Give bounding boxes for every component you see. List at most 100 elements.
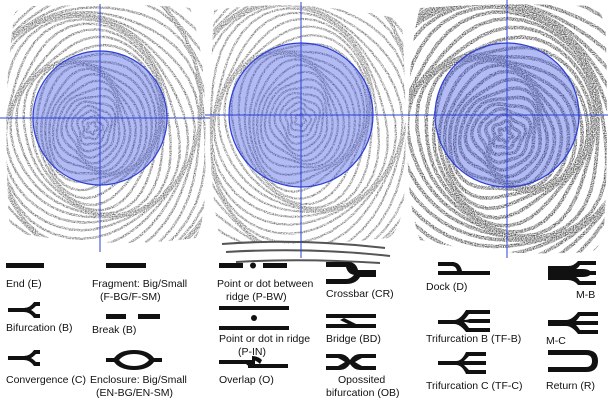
ridge-line bbox=[278, 96, 322, 145]
ridge-line bbox=[289, 106, 313, 133]
label-crossbar: Crossbar (CR) bbox=[326, 288, 394, 300]
minutia-bridge: Bridge (BD) bbox=[326, 314, 381, 345]
ridge-line bbox=[6, 13, 201, 243]
minutia-point-between: Point or dot between ridge (P-BW) bbox=[217, 262, 313, 303]
ridge-line bbox=[6, 15, 196, 241]
ridge-line bbox=[29, 60, 158, 207]
label-m-c: M-C bbox=[546, 335, 566, 347]
ridge-line bbox=[6, 18, 190, 232]
ridge-line bbox=[6, 22, 181, 224]
ridge-line bbox=[209, 5, 406, 244]
ridge-line bbox=[407, 4, 608, 254]
ridge-line bbox=[60, 94, 121, 165]
minutia-end: End (E) bbox=[6, 263, 44, 290]
fingerprint-panel-2 bbox=[205, 2, 408, 264]
minutia-return: Return (R) bbox=[546, 350, 598, 392]
ridge-line bbox=[491, 118, 522, 151]
ridge-line bbox=[407, 25, 600, 240]
fingerprint-panel-1 bbox=[0, 4, 210, 252]
ridge-line bbox=[407, 10, 608, 249]
minutia-convergence: Convergence (C) bbox=[6, 350, 86, 386]
label-trifurcation-b: Trifurcation B (TF-B) bbox=[426, 333, 521, 345]
minutia-overlap: Overlap (O) bbox=[219, 356, 288, 386]
ridge-line bbox=[414, 45, 595, 234]
minutia-fragment: Fragment: Big/Small (F-BG/F-SM) bbox=[92, 263, 187, 303]
ridge-line bbox=[9, 35, 166, 217]
ridge-line bbox=[437, 58, 578, 211]
label-bridge: Bridge (BD) bbox=[326, 333, 381, 345]
ridge-line bbox=[407, 4, 608, 254]
label-point-between-line1: Point or dot between bbox=[217, 278, 313, 290]
ridge-line bbox=[6, 10, 203, 243]
label-m-b: M-B bbox=[576, 289, 595, 301]
minutia-enclosure: Enclosure: Big/Small (EN-BG/EN-SM) bbox=[90, 350, 187, 399]
minutia-m-c: M-C bbox=[546, 312, 598, 347]
ridge-line bbox=[47, 72, 137, 176]
label-fragment-line2: (F-BG/F-SM) bbox=[100, 291, 161, 303]
label-enclosure-line2: (EN-BG/EN-SM) bbox=[96, 387, 173, 399]
label-enclosure-line1: Enclosure: Big/Small bbox=[90, 374, 187, 386]
minutia-bifurcation: Bifurcation (B) bbox=[6, 302, 73, 334]
ridge-line bbox=[496, 125, 515, 145]
label-overlap: Overlap (O) bbox=[219, 374, 274, 386]
ridge-line bbox=[284, 101, 317, 138]
ridge-line bbox=[424, 54, 590, 228]
ridge-line bbox=[209, 5, 406, 244]
label-break: Break (B) bbox=[92, 324, 136, 336]
ridge-line bbox=[447, 69, 564, 192]
minutia-m-b: M-B bbox=[548, 261, 596, 301]
ridge-line bbox=[15, 43, 164, 215]
ridge-line bbox=[81, 114, 105, 141]
label-opposited-line1: Opossited bbox=[338, 374, 385, 386]
ridge-line bbox=[457, 86, 550, 185]
ridge-line bbox=[259, 70, 340, 166]
ridge-line bbox=[35, 61, 154, 200]
label-end: End (E) bbox=[6, 278, 42, 290]
label-dock: Dock (D) bbox=[426, 281, 467, 293]
ridge-line bbox=[268, 86, 329, 158]
ridge-line bbox=[484, 112, 528, 157]
minutiae-legend: End (E) Fragment: Big/Small (F-BG/F-SM) … bbox=[6, 261, 598, 399]
ridge-line bbox=[469, 102, 537, 172]
label-point-between-line2: ridge (P-BW) bbox=[226, 291, 287, 303]
label-point-in-line2: (P-IN) bbox=[238, 346, 266, 358]
smudge-marks bbox=[221, 240, 391, 264]
label-convergence: Convergence (C) bbox=[6, 374, 86, 386]
ridge-line bbox=[248, 54, 356, 185]
ridge-line bbox=[39, 63, 148, 192]
ridge-line bbox=[273, 91, 325, 152]
ridge-line bbox=[263, 78, 334, 163]
ridge-line bbox=[209, 5, 404, 235]
ridge-line bbox=[22, 52, 161, 212]
minutia-dock: Dock (D) bbox=[426, 262, 490, 293]
ridge-line bbox=[6, 4, 202, 243]
fingerprint-panel-3 bbox=[407, 0, 608, 258]
ridge-line bbox=[76, 109, 110, 146]
ridge-line bbox=[85, 120, 100, 136]
ridge-line bbox=[212, 17, 380, 213]
ridge-line bbox=[43, 67, 143, 183]
minutia-trifurcation-b: Trifurcation B (TF-B) bbox=[426, 310, 521, 345]
label-trifurcation-c: Trifurcation C (TF-C) bbox=[426, 380, 522, 392]
ridge-line bbox=[55, 87, 127, 170]
ridge-line bbox=[237, 50, 366, 200]
ridge-line bbox=[477, 106, 533, 165]
minutia-point-in: Point or dot in ridge (P-IN) bbox=[219, 306, 310, 358]
minutia-trifurcation-c: Trifurcation C (TF-C) bbox=[426, 352, 522, 392]
ridge-line bbox=[217, 25, 374, 212]
label-return: Return (R) bbox=[546, 380, 595, 392]
label-point-in-line1: Point or dot in ridge bbox=[219, 333, 310, 345]
label-opposited-line2: bifurcation (OB) bbox=[326, 387, 400, 399]
minutia-opposited: Opossited bifurcation (OB) bbox=[326, 354, 400, 399]
ridge-line bbox=[293, 112, 308, 128]
ridge-line bbox=[65, 100, 117, 159]
ridge-line bbox=[70, 104, 114, 153]
ridge-line bbox=[51, 79, 132, 173]
label-bifurcation: Bifurcation (B) bbox=[6, 322, 73, 334]
ridge-line bbox=[223, 33, 371, 210]
ridge-line bbox=[243, 51, 362, 193]
ridge-line bbox=[230, 42, 369, 206]
minutia-crossbar: Crossbar (CR) bbox=[326, 262, 394, 300]
minutia-break: Break (B) bbox=[92, 314, 160, 336]
